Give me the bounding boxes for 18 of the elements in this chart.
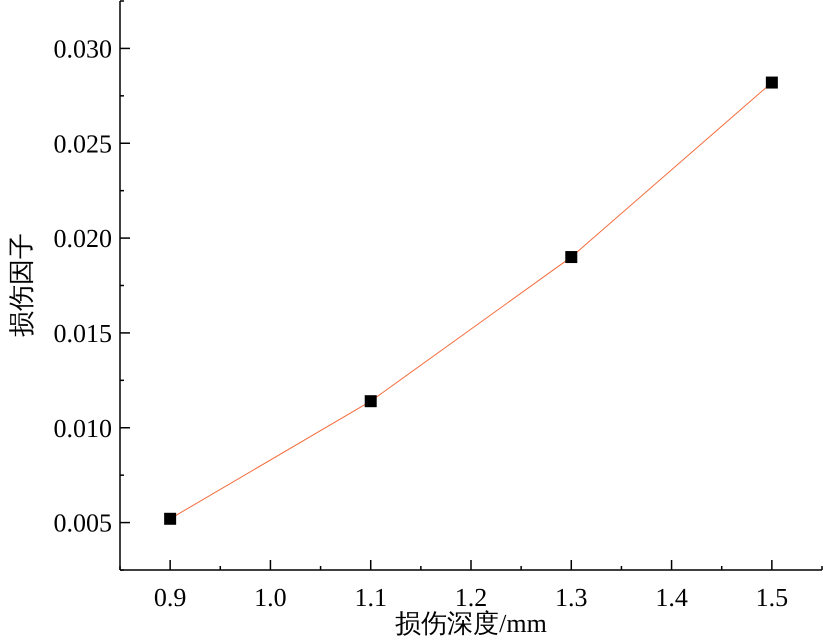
y-tick-label: 0.010 <box>54 414 112 443</box>
y-tick-label: 0.005 <box>54 508 112 538</box>
x-tick-label: 1.0 <box>254 583 287 612</box>
x-axis-title: 损伤深度/mm <box>395 609 547 638</box>
y-tick-label: 0.030 <box>54 34 112 64</box>
y-tick-label: 0.025 <box>54 129 112 158</box>
y-axis-title: 损伤因子 <box>7 233 37 337</box>
point <box>766 76 778 89</box>
point <box>364 395 377 408</box>
x-tick-label: 1.4 <box>655 583 688 612</box>
y-tick-label: 0.020 <box>54 224 112 254</box>
point <box>565 251 578 264</box>
point <box>164 512 176 525</box>
x-tick-label: 0.9 <box>154 583 186 612</box>
x-tick-label: 1.1 <box>354 583 387 612</box>
x-tick-label: 1.5 <box>756 583 788 612</box>
y-tick-label: 0.015 <box>54 318 112 348</box>
x-tick-label: 1.3 <box>555 583 588 612</box>
